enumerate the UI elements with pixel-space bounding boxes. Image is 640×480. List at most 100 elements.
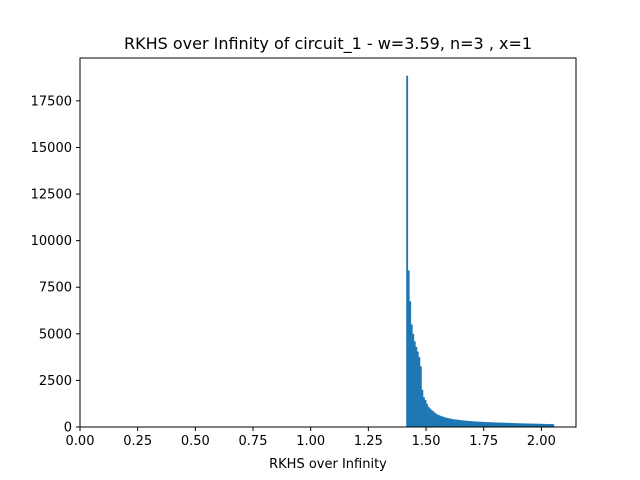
histogram-bar: [477, 421, 480, 427]
histogram-bar: [456, 419, 459, 427]
histogram-bar: [483, 421, 486, 427]
histogram-bar: [540, 423, 543, 427]
y-tick-label: 0: [64, 421, 72, 436]
histogram-bar: [424, 399, 427, 427]
histogram-bar: [467, 420, 469, 427]
histogram-bar: [470, 421, 473, 427]
histogram-bar: [526, 423, 529, 427]
x-tick-label: 2.00: [527, 434, 556, 449]
histogram-bar: [422, 397, 425, 427]
histogram-bar: [415, 346, 418, 427]
histogram-bar: [517, 423, 520, 427]
histogram-bar: [496, 422, 498, 427]
histogram-bar: [406, 75, 409, 427]
histogram-bar: [439, 415, 442, 427]
x-axis-ticks: 0.00 0.25 0.50 0.75 1.00 1.25 1.50 1.75 2.00: [66, 427, 556, 449]
histogram-bar: [503, 422, 506, 427]
histogram-bar: [432, 411, 434, 427]
histogram-bar: [436, 414, 439, 427]
histogram-bar: [459, 420, 462, 427]
histogram-bar: [410, 324, 413, 427]
histogram-bar: [427, 406, 430, 427]
histogram-bar: [454, 419, 457, 427]
histogram-bar: [550, 424, 553, 427]
histogram-bar: [457, 419, 460, 427]
histogram-bar: [462, 420, 465, 427]
x-tick-label: 0.00: [66, 434, 95, 449]
histogram-bar: [407, 270, 410, 427]
histogram-bar: [419, 366, 422, 427]
chart-title: RKHS over Infinity of circuit_1 - w=3.59…: [124, 34, 532, 54]
histogram-bar: [538, 423, 541, 427]
histogram-bar: [506, 422, 509, 427]
histogram-bar: [412, 333, 415, 427]
histogram-bar: [409, 301, 412, 427]
y-tick-label: 7500: [39, 281, 72, 296]
x-tick-label: 1.00: [296, 434, 325, 449]
histogram-bar: [543, 423, 546, 427]
x-tick-label: 0.50: [181, 434, 210, 449]
histogram-bar: [528, 423, 530, 427]
y-axis-ticks: 0 2500 5000 7500 10000 12500 15000 17500: [31, 94, 80, 436]
histogram-bar: [547, 424, 550, 427]
histogram-bar: [482, 421, 485, 427]
histogram-bar: [511, 423, 514, 427]
histogram-bar: [532, 423, 535, 427]
x-axis-label: RKHS over Infinity: [269, 457, 387, 472]
histogram-bar: [465, 420, 468, 427]
histogram-bar: [544, 423, 547, 427]
histogram-bar: [491, 422, 494, 427]
histogram-bar: [549, 424, 552, 427]
histogram-bar: [485, 422, 488, 427]
histogram-bar: [488, 422, 491, 427]
histogram-bar: [471, 421, 474, 427]
histogram-bar: [552, 424, 555, 427]
x-tick-label: 1.75: [469, 434, 498, 449]
histogram-bar: [524, 423, 527, 427]
histogram-bar: [492, 422, 495, 427]
histogram-bar: [497, 422, 500, 427]
histogram-bar: [537, 423, 540, 427]
histogram-bar: [514, 423, 517, 427]
histogram-bar: [421, 389, 424, 427]
histogram-bar: [448, 418, 451, 427]
y-tick-label: 10000: [31, 234, 72, 249]
histogram-bar: [416, 351, 419, 427]
bars-layer: [406, 75, 555, 427]
histogram-bar: [430, 409, 433, 427]
histogram-bar: [541, 423, 544, 427]
histogram-bar: [445, 417, 448, 427]
histogram-bar: [442, 416, 445, 427]
histogram-bar: [429, 408, 431, 427]
histogram-bar: [435, 413, 438, 427]
histogram-bar: [413, 341, 416, 427]
histogram-bar: [531, 423, 533, 427]
y-tick-label: 2500: [39, 374, 72, 389]
histogram-bar: [438, 415, 441, 427]
histogram-bar: [426, 403, 428, 427]
histogram-bar: [529, 423, 532, 427]
y-tick-label: 15000: [31, 141, 72, 156]
histogram-bar: [521, 423, 524, 427]
histogram-bar: [523, 423, 526, 427]
histogram-bar: [505, 422, 508, 427]
histogram-bar: [464, 420, 466, 427]
plot-frame: [79, 57, 577, 428]
histogram-bar: [502, 422, 504, 427]
histogram-bar: [518, 423, 521, 427]
histogram-bar: [474, 421, 477, 427]
histogram-bar: [433, 412, 436, 427]
histogram-bar: [450, 418, 453, 427]
histogram-bar: [451, 419, 454, 427]
histogram-bar: [453, 419, 456, 427]
histogram-bar: [500, 422, 503, 427]
x-tick-label: 1.50: [412, 434, 441, 449]
x-tick-label: 0.75: [239, 434, 268, 449]
histogram-bar: [515, 423, 518, 427]
histogram-bar: [534, 423, 536, 427]
histogram-bar: [476, 421, 479, 427]
y-tick-label: 17500: [31, 94, 72, 109]
histogram-bar: [512, 423, 515, 427]
